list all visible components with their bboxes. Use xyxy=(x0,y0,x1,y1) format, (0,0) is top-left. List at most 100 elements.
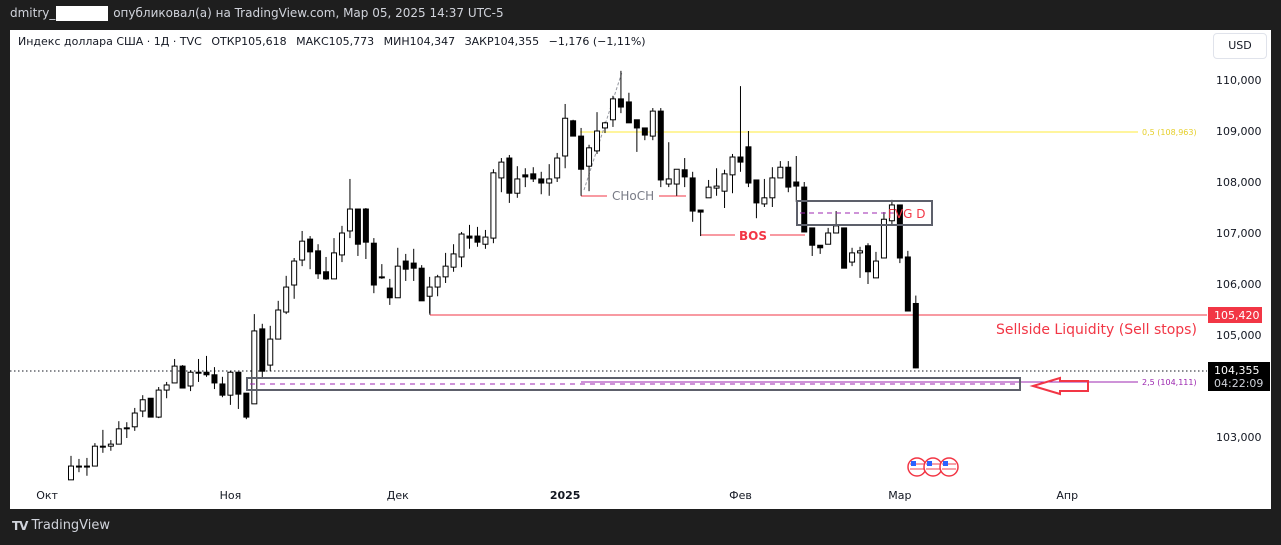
candle-body-up xyxy=(490,172,497,239)
candle xyxy=(171,358,178,384)
candle-body-up xyxy=(586,147,593,167)
candle xyxy=(498,158,505,193)
price-tick-label: 105,000 xyxy=(1216,329,1262,342)
candle-body-up xyxy=(171,365,178,384)
candle xyxy=(243,392,250,420)
candle-body-down xyxy=(570,120,577,137)
candle xyxy=(880,212,887,259)
candle xyxy=(235,371,242,409)
candle-body-down xyxy=(418,267,425,302)
candle xyxy=(402,253,409,281)
candle xyxy=(825,227,832,245)
candle-body-up xyxy=(163,384,170,391)
candle-body-up xyxy=(458,233,465,258)
candle-body-up xyxy=(546,178,553,184)
candle xyxy=(378,264,385,279)
candle xyxy=(259,323,266,378)
liquidity-price-tag: 105,420 xyxy=(1208,307,1262,323)
candle xyxy=(147,397,154,418)
candle xyxy=(466,224,473,249)
candle-body-up xyxy=(450,253,457,268)
fib-diagonal[interactable] xyxy=(583,71,623,191)
candle-body-down xyxy=(179,365,186,389)
candle-body-up xyxy=(601,122,608,129)
candle-body-down xyxy=(745,146,752,184)
fvg-label[interactable]: FVG D xyxy=(888,207,925,221)
time-axis[interactable]: Окт Ноя Дек 2025 Фев Мар Апр xyxy=(36,489,1078,502)
candle xyxy=(904,250,911,312)
candle-body-up xyxy=(498,161,505,179)
candle xyxy=(817,244,824,254)
candle xyxy=(362,208,369,260)
price-axis[interactable]: 110,000 109,000 108,000 107,000 106,000 105,0… xyxy=(1216,74,1262,444)
candle-body-up xyxy=(299,240,306,261)
symbol-name[interactable]: Индекс доллара США · 1Д · TVC xyxy=(18,35,202,48)
tradingview-brand[interactable]: TV TradingView xyxy=(12,518,110,533)
sellside-liquidity-label[interactable]: Sellside Liquidity (Sell stops) xyxy=(996,322,1197,338)
candle xyxy=(609,95,616,127)
candle xyxy=(139,395,146,418)
candle-body-down xyxy=(617,98,624,108)
time-tick-label: Ноя xyxy=(220,489,242,502)
candle-body-down xyxy=(817,244,824,249)
us-flag-event-icon[interactable] xyxy=(939,457,959,477)
candle xyxy=(418,265,425,302)
candle-body-up xyxy=(267,338,274,366)
candle xyxy=(522,168,529,188)
candle xyxy=(721,169,728,209)
arrow-left-icon[interactable] xyxy=(1029,376,1089,396)
candle-body-down xyxy=(219,383,226,396)
candle-body-up xyxy=(562,117,569,157)
fib-25-label: 2,5 (104,111) xyxy=(1142,378,1197,387)
candle-body-up xyxy=(665,178,672,185)
fvg-box[interactable] xyxy=(796,200,933,226)
candle-body-down xyxy=(841,227,848,269)
candle xyxy=(872,251,879,279)
legend-low: МИН104,347 xyxy=(383,35,456,48)
candle xyxy=(410,248,417,281)
bar-countdown: 04:22:09 xyxy=(1214,377,1263,390)
candle-body-down xyxy=(697,209,704,213)
candle xyxy=(346,178,353,239)
candle xyxy=(203,355,210,377)
candle-body-down xyxy=(147,397,154,418)
currency-button[interactable]: USD xyxy=(1213,33,1267,59)
candle xyxy=(586,144,593,192)
candle-body-down xyxy=(578,135,585,170)
candle xyxy=(107,440,114,451)
candle-body-down xyxy=(633,119,640,129)
candle xyxy=(865,243,871,284)
bos-label[interactable]: BOS xyxy=(739,229,767,243)
candle-body-up xyxy=(729,156,736,176)
brand-name: TradingView xyxy=(31,518,111,533)
economic-events[interactable] xyxy=(907,457,959,477)
candle xyxy=(705,179,712,199)
candle xyxy=(761,178,768,207)
candle-body-up xyxy=(123,427,130,430)
candle-body-down xyxy=(354,208,361,245)
candle-body-up xyxy=(227,371,234,396)
candle xyxy=(801,182,808,233)
candle xyxy=(538,171,545,195)
fib-05-label: 0,5 (108,963) xyxy=(1142,128,1197,137)
candle xyxy=(601,121,608,134)
candle-body-up xyxy=(880,218,887,259)
candle xyxy=(99,429,106,453)
candle xyxy=(857,246,864,278)
symbol-legend[interactable]: Индекс доллара США · 1Д · TVC ОТКР105,61… xyxy=(18,35,652,48)
candle xyxy=(91,443,98,467)
candle-body-down xyxy=(625,101,632,124)
demand-zone-box[interactable] xyxy=(246,377,1021,391)
candle-body-down xyxy=(243,392,250,418)
candle xyxy=(442,252,449,283)
candle-body-down xyxy=(865,245,871,273)
candle xyxy=(594,112,601,154)
candle xyxy=(777,161,784,179)
chart-panel[interactable] xyxy=(10,30,1271,509)
choch-label[interactable]: CHoCH xyxy=(612,189,654,203)
candle xyxy=(697,209,704,237)
candle xyxy=(68,455,74,481)
candle-body-up xyxy=(849,252,856,263)
candle-body-up xyxy=(713,185,720,189)
